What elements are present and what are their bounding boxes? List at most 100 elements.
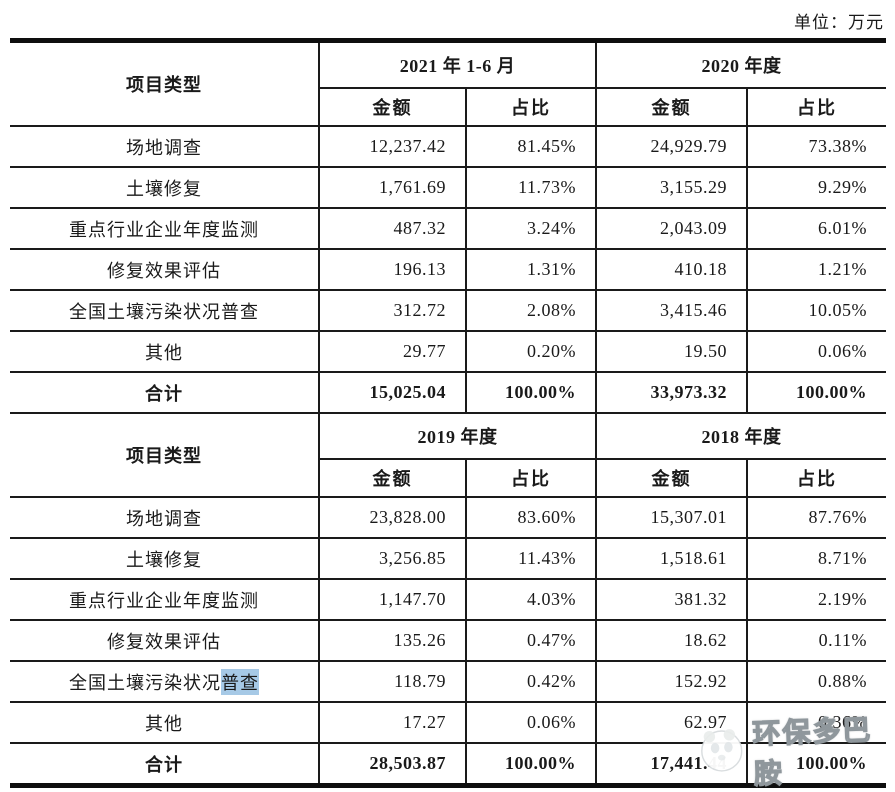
category-cell: 修复效果评估 [10, 250, 318, 289]
category-text: 全国土壤污染状况 [69, 672, 221, 693]
value-cell: 196.13 [318, 250, 465, 289]
table-row: 场地调查 23,828.00 83.60% 15,307.01 87.76% [10, 496, 886, 537]
category-text: 修复效果评估 [107, 260, 221, 281]
value-cell: 100.00% [746, 373, 886, 412]
value-cell: 83.60% [465, 498, 595, 537]
period-header-row: 2021 年 1-6 月 2020 年度 [320, 43, 886, 89]
value-cell: 17.27 [318, 703, 465, 742]
category-text: 土壤修复 [126, 549, 202, 570]
column-header-project-type: 项目类型 [126, 75, 202, 95]
column-header-project-type: 项目类型 [126, 446, 202, 466]
value-cell: 29.77 [318, 332, 465, 371]
category-cell: 合计 [10, 744, 318, 783]
category-text: 其他 [145, 713, 183, 734]
value-cell: 1,518.61 [595, 539, 746, 578]
category-cell: 重点行业企业年度监测 [10, 580, 318, 619]
value-cell: 12,237.42 [318, 127, 465, 166]
value-cell: 9.29% [746, 168, 886, 207]
category-cell: 全国土壤污染状况普查 [10, 291, 318, 330]
value-cell: 28,503.87 [318, 744, 465, 783]
table-row: 场地调查 12,237.42 81.45% 24,929.79 73.38% [10, 125, 886, 166]
value-cell: 4.03% [465, 580, 595, 619]
subheader-cell: 金额 [372, 469, 413, 489]
value-cell: 135.26 [318, 621, 465, 660]
value-cell: 0.36% [746, 703, 886, 742]
table-row: 其他 29.77 0.20% 19.50 0.06% [10, 330, 886, 371]
subheader-row: 金额 占比 金额 占比 [320, 89, 886, 125]
value-cell: 19.50 [595, 332, 746, 371]
value-cell: 1.21% [746, 250, 886, 289]
table-row: 重点行业企业年度监测 1,147.70 4.03% 381.32 2.19% [10, 578, 886, 619]
value-cell: 10.05% [746, 291, 886, 330]
unit-label: 单位：万元 [794, 13, 884, 32]
category-cell: 场地调查 [10, 498, 318, 537]
value-cell: 17,441.44 [595, 744, 746, 783]
category-cell: 其他 [10, 332, 318, 371]
subheader-cell: 金额 [595, 460, 746, 496]
value-cell: 3,155.29 [595, 168, 746, 207]
category-cell: 其他 [10, 703, 318, 742]
category-cell: 土壤修复 [10, 539, 318, 578]
value-cell: 1,147.70 [318, 580, 465, 619]
period-header-cell: 2020 年度 [595, 43, 886, 87]
value-cell: 87.76% [746, 498, 886, 537]
value-cell: 0.20% [465, 332, 595, 371]
subheader-cell: 占比 [465, 89, 595, 125]
value-cell: 15,025.04 [318, 373, 465, 412]
period-header-row: 2019 年度 2018 年度 [320, 414, 886, 460]
table-row: 土壤修复 1,761.69 11.73% 3,155.29 9.29% [10, 166, 886, 207]
table-header: 项目类型 2021 年 1-6 月 2020 年度 金额 占比 金额 占比 [10, 43, 886, 125]
value-cell: 1,761.69 [318, 168, 465, 207]
value-cell: 0.88% [746, 662, 886, 701]
value-cell: 2,043.09 [595, 209, 746, 248]
value-cell: 381.32 [595, 580, 746, 619]
category-text: 合计 [145, 754, 183, 775]
value-cell: 81.45% [465, 127, 595, 166]
category-text: 全国土壤污染状况普查 [69, 301, 259, 322]
value-cell: 3,415.46 [595, 291, 746, 330]
financial-table: 项目类型 2021 年 1-6 月 2020 年度 金额 占比 金额 占比 场地调查 12,23… [10, 38, 886, 788]
table-section: 项目类型 2021 年 1-6 月 2020 年度 金额 占比 金额 占比 场地调查 12,23… [10, 43, 886, 412]
category-text: 其他 [145, 342, 183, 363]
value-cell: 33,973.32 [595, 373, 746, 412]
category-cell: 合计 [10, 373, 318, 412]
value-cell: 118.79 [318, 662, 465, 701]
category-cell: 场地调查 [10, 127, 318, 166]
value-cell: 2.19% [746, 580, 886, 619]
category-text: 场地调查 [126, 508, 202, 529]
category-text: 场地调查 [126, 137, 202, 158]
value-cell: 3,256.85 [318, 539, 465, 578]
value-cell: 0.42% [465, 662, 595, 701]
subheader-cell: 占比 [746, 89, 886, 125]
value-cell: 0.06% [465, 703, 595, 742]
value-cell: 3.24% [465, 209, 595, 248]
value-cell: 100.00% [465, 373, 595, 412]
value-cell: 0.06% [746, 332, 886, 371]
category-cell: 全国土壤污染状况普查 [10, 662, 318, 701]
value-cell: 6.01% [746, 209, 886, 248]
value-cell: 487.32 [318, 209, 465, 248]
category-text: 重点行业企业年度监测 [69, 219, 259, 240]
value-cell: 152.92 [595, 662, 746, 701]
table-row: 其他 17.27 0.06% 62.97 0.36% [10, 701, 886, 742]
subheader-cell: 金额 [372, 98, 413, 118]
value-cell: 8.71% [746, 539, 886, 578]
value-cell: 62.97 [595, 703, 746, 742]
value-cell: 100.00% [746, 744, 886, 783]
value-cell: 15,307.01 [595, 498, 746, 537]
value-cell: 24,929.79 [595, 127, 746, 166]
total-row: 合计 28,503.87 100.00% 17,441.44 100.00% [10, 742, 886, 783]
category-text: 修复效果评估 [107, 631, 221, 652]
header-right-group: 2019 年度 2018 年度 金额 占比 金额 占比 [318, 414, 886, 496]
category-cell: 修复效果评估 [10, 621, 318, 660]
period-header-cell: 2019 年度 [417, 427, 498, 447]
category-text: 土壤修复 [126, 178, 202, 199]
value-cell: 312.72 [318, 291, 465, 330]
table-section: 项目类型 2019 年度 2018 年度 金额 占比 金额 占比 场地调查 23,828.00 8… [10, 412, 886, 783]
period-header-cell: 2018 年度 [595, 414, 886, 458]
header-right-group: 2021 年 1-6 月 2020 年度 金额 占比 金额 占比 [318, 43, 886, 125]
subheader-cell: 占比 [746, 460, 886, 496]
value-cell: 410.18 [595, 250, 746, 289]
value-cell: 11.73% [465, 168, 595, 207]
category-cell: 重点行业企业年度监测 [10, 209, 318, 248]
